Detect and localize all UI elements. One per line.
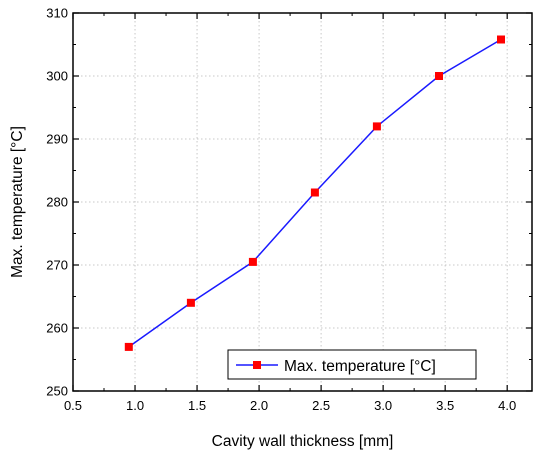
legend-label: Max. temperature [°C] <box>284 358 436 375</box>
legend-marker-sample <box>253 361 261 369</box>
y-tick-label: 310 <box>46 6 68 21</box>
data-point-marker <box>310 188 319 197</box>
y-tick-label: 270 <box>46 258 68 273</box>
data-point-marker <box>372 122 381 131</box>
x-tick-label: 2.5 <box>312 398 330 413</box>
data-point-marker <box>186 298 195 307</box>
x-tick-label: 0.5 <box>64 398 82 413</box>
gridlines <box>73 13 532 391</box>
y-axis-title: Max. temperature [°C] <box>9 126 26 278</box>
data-point-marker <box>248 257 257 266</box>
data-point-marker <box>435 72 443 80</box>
x-tick-label: 3.5 <box>436 398 454 413</box>
data-point-marker <box>124 342 133 351</box>
x-tick-labels: 0.5 1.0 1.5 2.0 2.5 3.0 3.5 4.0 <box>64 398 516 413</box>
data-point-marker <box>497 35 505 44</box>
y-tick-labels: 250 260 270 280 290 300 310 <box>46 6 68 399</box>
y-tick-label: 250 <box>46 384 68 399</box>
x-tick-label: 3.0 <box>374 398 392 413</box>
y-tick-label: 260 <box>46 321 68 336</box>
x-tick-label: 4.0 <box>498 398 516 413</box>
data-series <box>124 35 505 351</box>
x-tick-label: 2.0 <box>250 398 268 413</box>
x-tick-label: 1.0 <box>126 398 144 413</box>
legend: Max. temperature [°C] <box>227 349 477 380</box>
y-tick-label: 300 <box>46 69 68 84</box>
y-tick-label: 290 <box>46 132 68 147</box>
y-tick-label: 280 <box>46 195 68 210</box>
x-tick-label: 1.5 <box>188 398 206 413</box>
plot-frame <box>72 12 533 392</box>
x-axis-title: Cavity wall thickness [mm] <box>212 433 394 450</box>
